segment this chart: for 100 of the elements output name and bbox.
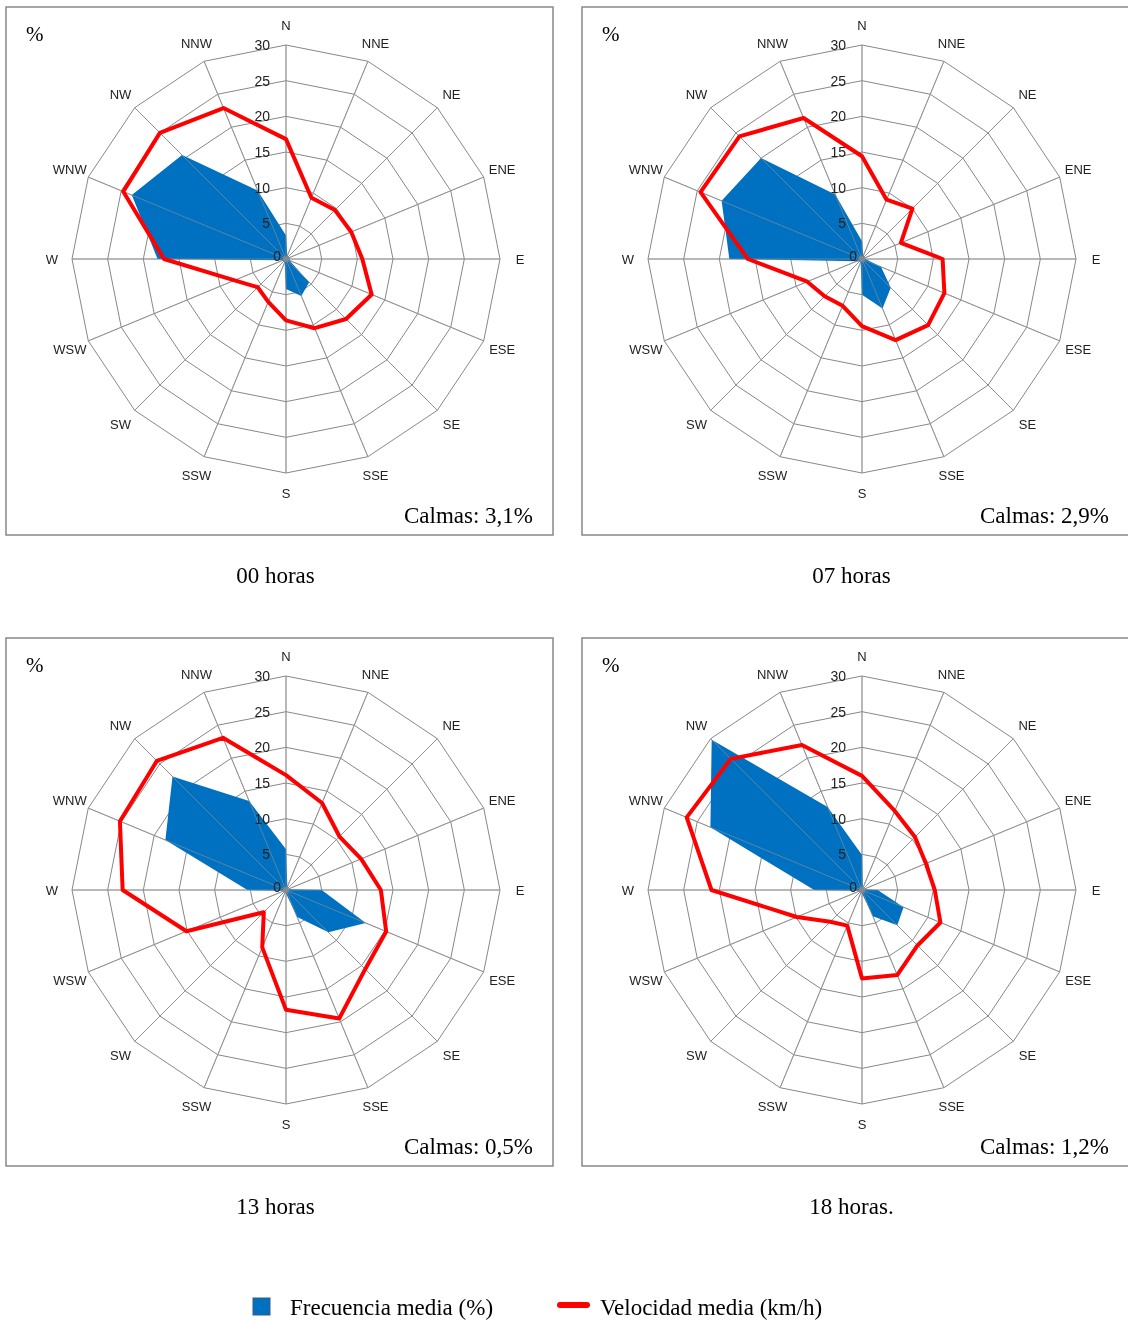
y-tick-label: 25: [830, 72, 847, 89]
spoke-label: SW: [686, 417, 708, 433]
spoke-label: N: [857, 18, 867, 33]
spoke-label: WSW: [53, 972, 88, 988]
spoke-label: ENE: [488, 162, 516, 178]
y-tick-label: 10: [254, 179, 271, 196]
y-tick-label: 25: [254, 72, 271, 89]
y-tick-label: 25: [830, 703, 847, 720]
spoke-label: E: [515, 252, 525, 267]
text: 07 horas: [812, 563, 891, 588]
spoke-label: NE: [1018, 86, 1037, 102]
y-tick-label: 30: [254, 37, 271, 53]
spoke-label: ESE: [1065, 341, 1092, 357]
spoke-label: ESE: [489, 972, 516, 988]
spoke-label: SSW: [757, 468, 788, 484]
spoke-label: NNW: [180, 35, 213, 51]
spoke-label: SW: [686, 1048, 708, 1064]
spoke-label: SSE: [362, 1099, 389, 1115]
spoke-label: N: [857, 649, 867, 664]
spoke-label: S: [857, 1117, 867, 1132]
spoke-label: SW: [110, 1048, 132, 1064]
spoke-label: NE: [442, 86, 461, 102]
y-tick-label: 10: [830, 179, 847, 196]
spoke-label: S: [857, 486, 867, 501]
spoke-label: ESE: [1065, 972, 1092, 988]
y-tick-label: 20: [254, 739, 271, 756]
text: 00 horas: [236, 563, 315, 588]
y-tick-label: 25: [254, 703, 271, 720]
spoke-label: NNE: [937, 35, 966, 51]
spoke-label: WNW: [628, 793, 664, 809]
text: %: [602, 22, 620, 46]
text: Calmas: 1,2%: [979, 1134, 1109, 1159]
y-tick-label: 5: [838, 215, 847, 232]
spoke-label: NW: [685, 717, 709, 733]
y-tick-label: 20: [830, 739, 847, 756]
spoke-label: NE: [1018, 717, 1037, 733]
spoke-label: SSE: [938, 468, 965, 484]
text: 13 horas: [236, 1194, 315, 1219]
spoke-label: WSW: [629, 341, 664, 357]
legend-label: Frecuencia media (%): [290, 1295, 494, 1320]
spoke-label: NNW: [180, 666, 213, 682]
y-tick-label: 5: [838, 846, 847, 863]
y-tick-label: 15: [254, 775, 271, 791]
spoke-label: ENE: [1064, 793, 1092, 809]
y-tick-label: 30: [830, 37, 847, 53]
spoke-label: NNW: [756, 35, 789, 51]
spoke-label: S: [281, 1117, 291, 1132]
spoke-label: N: [281, 649, 291, 664]
spoke-label: WNW: [52, 162, 88, 178]
spoke-label: WSW: [53, 341, 88, 357]
spoke-label: E: [1091, 883, 1101, 898]
spoke-label: SSW: [181, 468, 212, 484]
text: 18 horas.: [809, 1194, 894, 1219]
y-tick-label: 15: [254, 144, 271, 160]
spoke-label: NNE: [361, 35, 390, 51]
spoke-label: WNW: [628, 162, 664, 178]
spoke-label: NNE: [361, 666, 390, 682]
spoke-label: NNW: [756, 666, 789, 682]
spoke-label: SE: [1018, 1048, 1037, 1064]
spoke-label: SSW: [757, 1099, 788, 1115]
spoke-label: SE: [1018, 417, 1037, 433]
text: Calmas: 3,1%: [403, 503, 533, 528]
spoke-label: NW: [685, 86, 709, 102]
text: Calmas: 2,9%: [979, 503, 1109, 528]
y-tick-label: 0: [849, 248, 858, 264]
spoke-label: W: [45, 883, 59, 898]
y-tick-label: 20: [254, 108, 271, 125]
legend-label: Velocidad media (km/h): [600, 1295, 823, 1320]
spoke-label: S: [281, 486, 291, 501]
spoke-label: W: [45, 252, 59, 267]
spoke-label: W: [621, 252, 635, 267]
spoke-label: ENE: [488, 793, 516, 809]
y-tick-label: 5: [262, 215, 271, 232]
spoke-label: SSE: [362, 468, 389, 484]
spoke-label: W: [621, 883, 635, 898]
spoke-label: N: [281, 18, 291, 33]
y-tick-label: 15: [830, 144, 847, 160]
spoke-label: NW: [109, 86, 133, 102]
spoke-label: NE: [442, 717, 461, 733]
spoke-label: WNW: [52, 793, 88, 809]
spoke-label: SSW: [181, 1099, 212, 1115]
spoke-label: E: [515, 883, 525, 898]
y-tick-label: 0: [849, 879, 858, 895]
spoke-label: NW: [109, 717, 133, 733]
spoke-label: SW: [110, 417, 132, 433]
spoke-label: ENE: [1064, 162, 1092, 178]
y-tick-label: 15: [830, 775, 847, 791]
spoke-label: E: [1091, 252, 1101, 267]
text: Calmas: 0,5%: [403, 1134, 533, 1159]
y-tick-label: 0: [273, 248, 282, 264]
spoke-label: SE: [442, 417, 461, 433]
text: %: [602, 653, 620, 677]
y-tick-label: 0: [273, 879, 282, 895]
text: %: [26, 22, 44, 46]
spoke-label: SE: [442, 1048, 461, 1064]
y-tick-label: 20: [830, 108, 847, 125]
y-tick-label: 5: [262, 846, 271, 863]
y-tick-label: 30: [830, 668, 847, 684]
spoke-label: NNE: [937, 666, 966, 682]
spoke-label: ESE: [489, 341, 516, 357]
